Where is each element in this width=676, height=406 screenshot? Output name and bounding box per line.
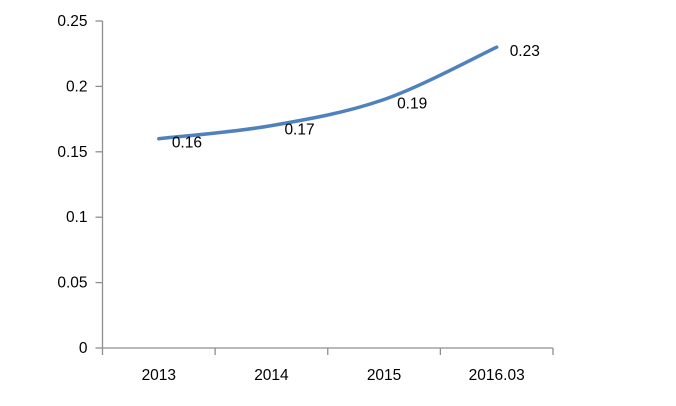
data-point-label: 0.23 — [510, 43, 540, 60]
y-tick-label: 0.1 — [66, 209, 88, 226]
data-point-label: 0.19 — [397, 95, 427, 112]
x-tick-label: 2015 — [367, 367, 401, 384]
data-series-line — [157, 45, 499, 141]
data-point-label: 0.17 — [284, 122, 314, 139]
x-tick-label: 2016.03 — [469, 367, 525, 384]
y-tick-label: 0 — [79, 340, 88, 357]
y-tick-label: 0.25 — [57, 13, 87, 30]
y-tick-label: 0.2 — [66, 78, 88, 95]
x-tick-label: 2014 — [254, 367, 289, 384]
data-point-label: 0.16 — [172, 135, 202, 152]
x-tick-label: 2013 — [142, 367, 176, 384]
y-tick-label: 0.05 — [57, 275, 87, 292]
y-tick-label: 0.15 — [57, 144, 87, 161]
